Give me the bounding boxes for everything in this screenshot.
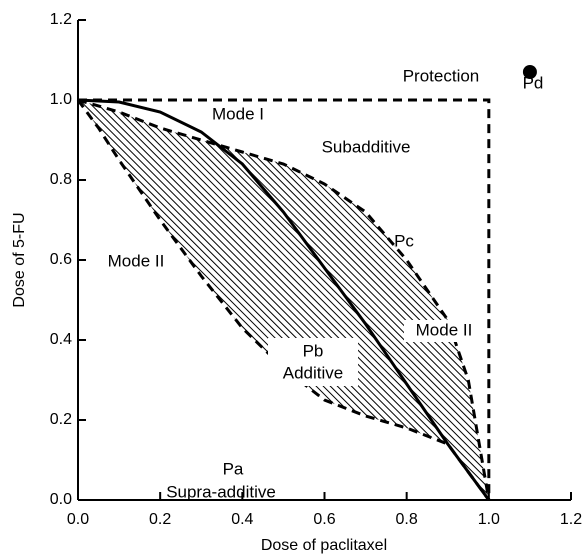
- label-background: [268, 338, 358, 386]
- x-tick-label: 0.0: [67, 511, 89, 528]
- curve: [76, 99, 491, 501]
- x-tick-label: 1.0: [478, 511, 500, 528]
- annotation: Supra-additive: [166, 482, 276, 501]
- x-tick-label: 0.8: [396, 511, 418, 528]
- hatched-region: [78, 100, 489, 500]
- annotation: Protection: [403, 66, 480, 85]
- curve: [77, 98, 491, 501]
- x-axis-title: Dose of paclitaxel: [261, 537, 387, 554]
- curve: [78, 98, 491, 500]
- label-background: [100, 251, 172, 273]
- x-tick-label: 0.6: [313, 511, 335, 528]
- y-tick-label: 1.0: [50, 91, 72, 108]
- point: [522, 65, 537, 79]
- annotation: Pc: [394, 231, 414, 250]
- label-background: [404, 320, 486, 342]
- x-tick-label: 0.2: [149, 511, 171, 528]
- y-tick-label: 0.2: [50, 411, 72, 428]
- x-tick-label: 1.2: [560, 511, 582, 528]
- annotation: Additive: [283, 363, 343, 382]
- annotation: Pa: [223, 459, 244, 478]
- y-tick-label: 1.2: [50, 11, 72, 28]
- x-tick-label: 0.4: [231, 511, 253, 528]
- annotation: Mode I: [212, 104, 264, 123]
- annotation: Mode II: [416, 320, 473, 339]
- y-tick-label: 0.0: [50, 491, 72, 508]
- annotation: Mode II: [108, 251, 165, 270]
- y-tick-label: 0.6: [50, 251, 72, 268]
- y-tick-label: 0.8: [50, 171, 72, 188]
- annotation: Pb: [303, 341, 324, 360]
- y-axis-title: Dose of 5-FU: [11, 212, 28, 307]
- y-tick-label: 0.4: [50, 331, 72, 348]
- annotation: Subadditive: [322, 137, 411, 156]
- annotation: Pd: [523, 73, 544, 92]
